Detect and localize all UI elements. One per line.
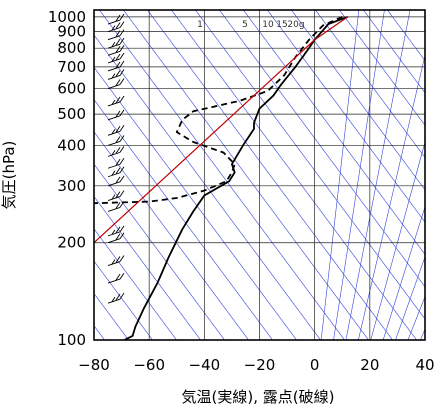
wind-barb xyxy=(107,272,125,284)
mixing-ratio-labels: 1 5 10 15 20g xyxy=(197,20,304,30)
mixing-ratio-label: 15 xyxy=(276,20,287,30)
wind-barb xyxy=(107,13,125,25)
wind-barb xyxy=(107,78,125,89)
adiabat-line xyxy=(94,99,273,340)
x-tick-label: −20 xyxy=(244,356,276,374)
wind-barb xyxy=(107,60,125,72)
adiabat-line xyxy=(315,10,425,159)
adiabat-line xyxy=(243,10,425,255)
y-tick-label: 300 xyxy=(57,177,86,195)
y-tick-label: 600 xyxy=(57,80,86,98)
mixing-line xyxy=(428,0,435,350)
adiabat-line xyxy=(123,10,369,340)
sounding-series xyxy=(94,15,349,340)
x-tick-label: 40 xyxy=(415,356,434,374)
adiabat-line xyxy=(94,260,153,340)
grid-lines xyxy=(93,10,426,341)
adiabat-line xyxy=(339,10,425,126)
adiabat-line xyxy=(195,10,425,320)
mixing-ratio-label: 1 xyxy=(197,20,203,30)
adiabat-line xyxy=(147,10,393,340)
wind-barb xyxy=(107,95,125,107)
wind-barb xyxy=(107,52,125,64)
mixing-line xyxy=(358,54,425,340)
wind-barbs xyxy=(107,13,125,304)
adiabat-line xyxy=(219,10,425,288)
adiabat-line xyxy=(363,10,425,94)
wind-barb xyxy=(107,175,125,187)
x-tick-label: 0 xyxy=(310,356,320,374)
wind-barb xyxy=(107,21,125,33)
y-tick-label: 900 xyxy=(57,23,86,41)
x-tick-label: −40 xyxy=(189,356,221,374)
mixing-line xyxy=(320,10,360,340)
adiabat-line xyxy=(99,10,345,340)
x-tick-label: −80 xyxy=(78,356,110,374)
x-tick-labels: −80 −60 −40 −20 0 20 40 xyxy=(78,356,434,374)
y-tick-label: 200 xyxy=(57,234,86,252)
mixing-line xyxy=(395,255,425,340)
wind-barb xyxy=(107,166,125,178)
mixing-line xyxy=(333,10,385,340)
plot-frame xyxy=(93,9,426,341)
adiabat-line xyxy=(94,34,321,340)
dewpoint-line xyxy=(94,15,343,205)
adiabat-line xyxy=(94,196,201,340)
adiabat-line xyxy=(94,66,297,340)
mixing-ratio-label: 10 xyxy=(262,20,274,30)
wind-barb xyxy=(107,225,125,237)
temperature-line xyxy=(123,15,349,340)
mixing-ratio-label: 5 xyxy=(242,20,248,30)
wind-barb xyxy=(107,158,125,169)
wind-barb xyxy=(107,69,125,80)
wind-barb xyxy=(107,45,125,56)
adiabat-line xyxy=(267,10,425,223)
mixing-ratio-label: 20g xyxy=(287,20,304,30)
mixing-line xyxy=(382,205,425,340)
y-tick-label: 700 xyxy=(57,58,86,76)
y-tick-label: 500 xyxy=(57,105,86,123)
adiabat-line xyxy=(94,131,249,340)
plot-area xyxy=(93,0,435,350)
wind-barb xyxy=(107,232,125,244)
wind-barb xyxy=(107,29,125,41)
y-tick-label: 100 xyxy=(57,331,86,349)
mixing-line xyxy=(370,141,425,340)
wind-barb xyxy=(107,109,125,121)
adiabat-line xyxy=(94,228,177,340)
wind-barb xyxy=(107,190,125,202)
x-axis-title: 気温(実線), 露点(破線) xyxy=(182,388,335,406)
wind-barb xyxy=(107,37,125,49)
adiabat-line xyxy=(387,10,425,62)
adiabat-line xyxy=(171,10,417,340)
x-tick-label: −60 xyxy=(133,356,165,374)
adiabat-line xyxy=(291,10,425,191)
y-tick-label: 800 xyxy=(57,39,86,57)
mixing-line xyxy=(345,10,411,340)
wind-barb xyxy=(107,146,125,157)
adiabat-line xyxy=(94,163,225,340)
wind-barb xyxy=(107,255,125,266)
parcel-path-line xyxy=(94,16,349,244)
y-tick-label: 400 xyxy=(57,136,86,154)
wind-barb xyxy=(107,135,125,146)
y-axis-title: 気圧(hPa) xyxy=(0,141,18,210)
x-tick-label: 20 xyxy=(360,356,379,374)
wind-barb xyxy=(107,292,125,304)
y-tick-label: 1000 xyxy=(48,8,86,26)
wind-barb xyxy=(107,125,125,136)
